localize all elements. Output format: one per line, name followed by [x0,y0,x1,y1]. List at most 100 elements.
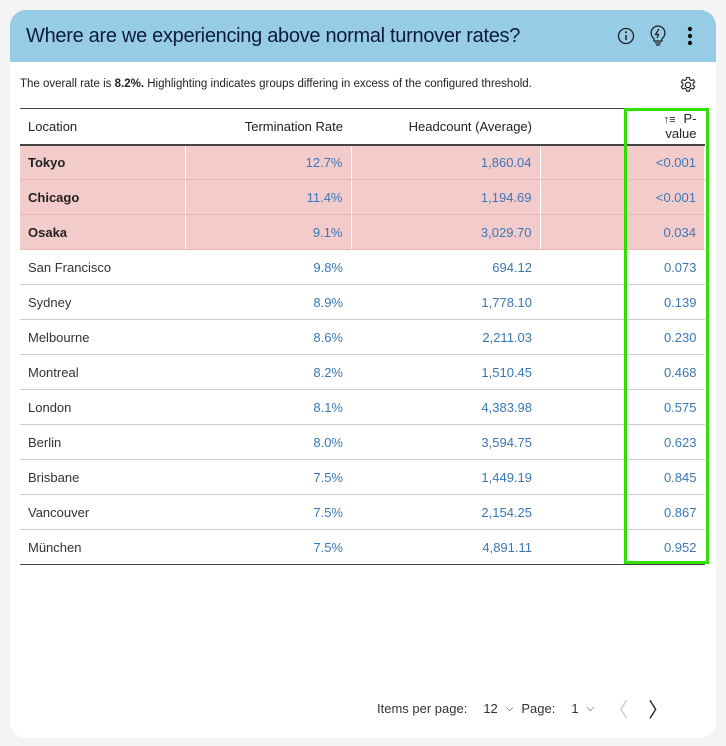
location-cell: Vancouver [20,494,185,530]
blank-cell [540,179,626,215]
location-cell: San Francisco [20,249,185,285]
column-header-termination-rate[interactable]: Termination Rate [185,108,351,146]
table-row: Berlin 8.0% 3,594.75 0.623 [20,424,705,460]
blank-cell [540,459,625,495]
lightbulb-icon[interactable] [648,25,668,46]
table-row: Vancouver 7.5% 2,154.25 0.867 [20,494,705,530]
blank-cell [540,249,625,285]
p-value-cell: 0.230 [625,319,705,355]
termination-rate-cell: 8.2% [185,354,351,390]
blank-cell [540,424,625,460]
next-page-icon[interactable]: 〉 [648,700,669,722]
headcount-cell: 2,211.03 [351,319,540,355]
sort-ascending-icon[interactable]: ↑≡ [663,114,676,127]
column-header-blank [540,108,625,146]
items-per-page-label: Items per page: [377,701,468,716]
p-value-cell: 0.139 [625,284,705,320]
location-cell: Brisbane [20,459,185,495]
headcount-cell: 1,860.04 [351,144,541,180]
termination-rate-cell: 7.5% [185,529,351,565]
page-label: Page: [521,701,556,716]
location-cell: London [20,389,185,425]
headcount-cell: 4,383.98 [351,389,540,425]
p-value-cell: 0.845 [625,459,705,495]
blank-cell [540,494,625,530]
overall-rate: 8.2%. [114,78,145,90]
p-value-label: P-value [665,111,697,142]
table-row: San Francisco 9.8% 694.12 0.073 [20,249,705,285]
table-row: Chicago 11.4% 1,194.69 <0.001 [20,179,705,215]
p-value-cell: <0.001 [625,144,705,180]
blank-cell [540,284,625,320]
termination-rate-cell: 9.1% [185,214,352,250]
info-icon[interactable] [616,26,636,46]
headcount-cell: 4,891.11 [351,529,540,565]
headcount-cell: 3,029.70 [351,214,541,250]
termination-rate-cell: 8.1% [185,389,351,425]
summary-suffix: Highlighting indicates groups differing … [144,78,532,90]
p-value-cell: 0.623 [625,424,705,460]
headcount-cell: 3,594.75 [351,424,540,460]
termination-rate-cell: 11.4% [185,179,352,215]
p-value-cell: 0.575 [625,389,705,425]
summary-prefix: The overall rate is [20,78,115,90]
headcount-cell: 1,194.69 [351,179,541,215]
items-per-page-select[interactable]: 12 [483,701,498,716]
p-value-cell: <0.001 [625,179,705,215]
table-row: Osaka 9.1% 3,029.70 0.034 [20,214,705,250]
headcount-cell: 1,510.45 [351,354,540,390]
headcount-cell: 1,449.19 [351,459,540,495]
chevron-down-icon[interactable]: ⌵ [586,703,595,714]
p-value-cell: 0.034 [625,214,705,250]
card-header: Where are we experiencing above normal t… [10,10,716,62]
table-row: Melbourne 8.6% 2,211.03 0.230 [20,319,705,355]
chevron-down-icon[interactable]: ⌵ [505,703,514,714]
table-row: Brisbane 7.5% 1,449.19 0.845 [20,459,705,495]
location-cell: Berlin [20,424,185,460]
location-cell: Melbourne [20,319,185,355]
page-select[interactable]: 1 [571,701,579,716]
settings-gear-icon[interactable] [679,76,697,94]
turnover-table: Location Termination Rate Headcount (Ave… [20,108,705,565]
column-header-headcount[interactable]: Headcount (Average) [351,108,540,146]
location-cell: Montreal [20,354,185,390]
previous-page-icon[interactable]: 〈 [608,700,629,722]
termination-rate-cell: 9.8% [185,249,351,285]
table-row: London 8.1% 4,383.98 0.575 [20,389,705,425]
p-value-cell: 0.468 [625,354,705,390]
pagination: Items per page: 12 ⌵ Page: 1 ⌵ 〈 〉 [377,694,676,723]
table-row: Tokyo 12.7% 1,860.04 <0.001 [20,144,705,180]
turnover-card: Where are we experiencing above normal t… [10,10,716,738]
more-options-icon[interactable] [680,26,700,46]
column-header-location[interactable]: Location [20,108,185,146]
blank-cell [540,214,626,250]
p-value-cell: 0.073 [625,249,705,285]
location-cell: Chicago [20,179,186,215]
termination-rate-cell: 8.9% [185,284,351,320]
p-value-cell: 0.952 [625,529,705,565]
blank-cell [540,144,626,180]
blank-cell [540,389,625,425]
location-cell: München [20,529,185,565]
termination-rate-cell: 12.7% [185,144,352,180]
location-cell: Tokyo [20,144,186,180]
termination-rate-cell: 8.0% [185,424,351,460]
p-value-cell: 0.867 [625,494,705,530]
location-cell: Sydney [20,284,185,320]
table-row: München 7.5% 4,891.11 0.952 [20,529,705,565]
blank-cell [540,529,625,565]
table-row: Montreal 8.2% 1,510.45 0.468 [20,354,705,390]
location-cell: Osaka [20,214,186,250]
headcount-cell: 694.12 [351,249,540,285]
card-title: Where are we experiencing above normal t… [26,24,521,47]
summary-text: The overall rate is 8.2%. Highlighting i… [20,78,532,90]
termination-rate-cell: 7.5% [185,494,351,530]
termination-rate-cell: 7.5% [185,459,351,495]
table-row: Sydney 8.9% 1,778.10 0.139 [20,284,705,320]
headcount-cell: 1,778.10 [351,284,540,320]
blank-cell [540,354,625,390]
headcount-cell: 2,154.25 [351,494,540,530]
blank-cell [540,319,625,355]
termination-rate-cell: 8.6% [185,319,351,355]
column-header-p-value[interactable]: ↑≡ P-value [625,108,705,146]
